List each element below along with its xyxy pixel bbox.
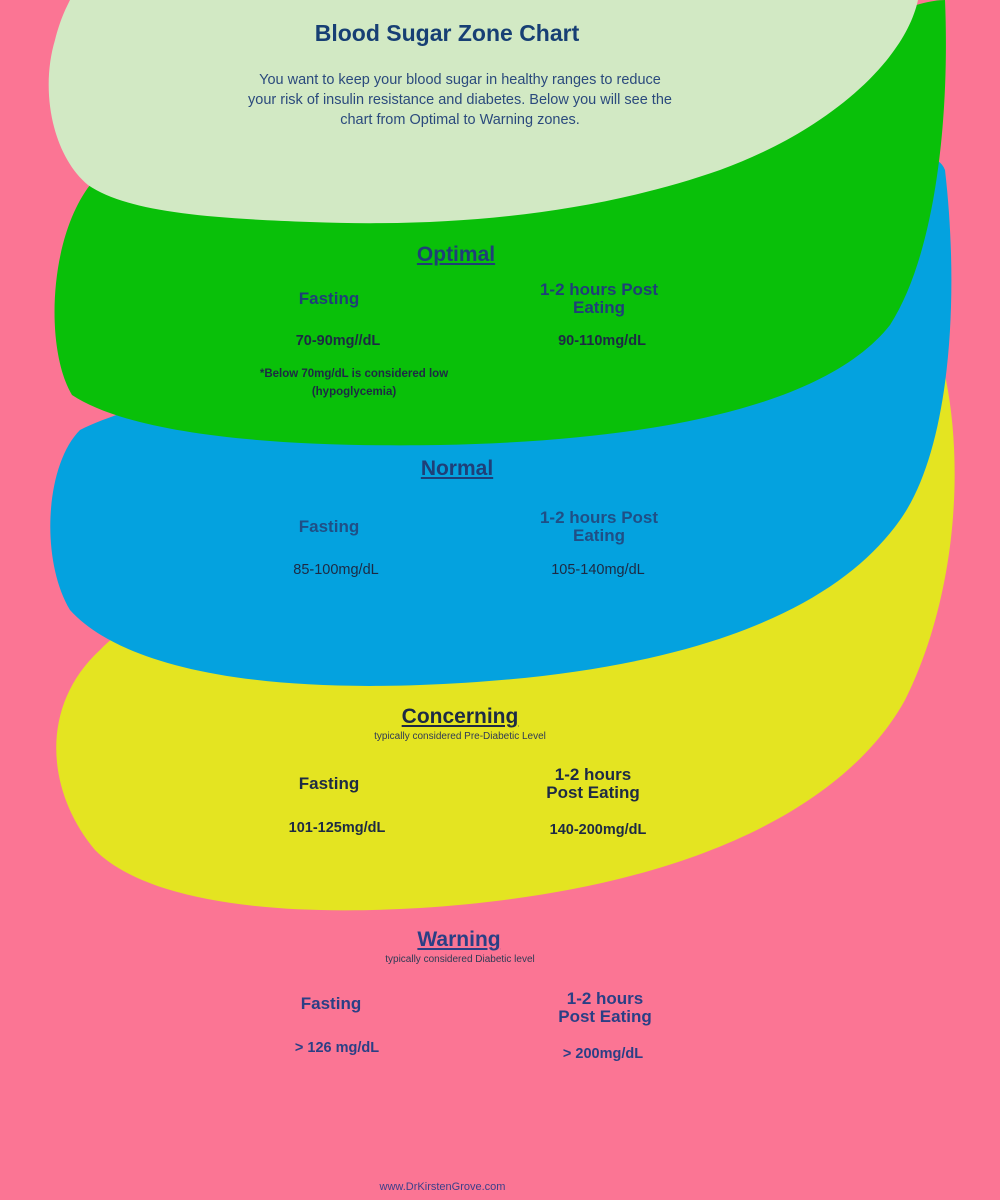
normal-post-value: 105-140mg/dL [551, 562, 645, 578]
warning-fasting-value: > 126 mg/dL [294, 1040, 380, 1056]
concerning-fasting-label: Fasting [298, 774, 360, 793]
warning-post-label: 1-2 hours Post Eating [558, 989, 652, 1026]
page-title: Blood Sugar Zone Chart [314, 20, 580, 46]
warning-subtitle: typically considered Diabetic level [385, 954, 535, 965]
optimal-fasting-value: 70-90mg//dL [295, 333, 381, 349]
warning-post-value: > 200mg/dL [562, 1046, 644, 1062]
optimal-fasting-label: Fasting [298, 289, 360, 308]
concerning-fasting-value: 101-125mg/dL [288, 820, 386, 836]
normal-fasting-label: Fasting [298, 517, 360, 536]
zone-title-normal: Normal [420, 457, 494, 480]
zone-title-warning: Warning [417, 928, 501, 951]
concerning-subtitle: typically considered Pre-Diabetic Level [374, 731, 546, 742]
zone-title-concerning: Concerning [401, 705, 519, 728]
header-blob [48, 0, 919, 224]
warning-fasting-label: Fasting [300, 994, 362, 1013]
optimal-post-value: 90-110mg/dL [558, 333, 646, 349]
normal-fasting-value: 85-100mg/dL [293, 562, 379, 578]
footer-website-link[interactable]: www.DrKirstenGrove.com [379, 1181, 506, 1193]
zone-title-optimal: Optimal [416, 243, 496, 266]
intro-text: You want to keep your blood sugar in hea… [248, 72, 672, 128]
concerning-post-value: 140-200mg/dL [549, 822, 647, 838]
normal-post-label: 1-2 hours Post Eating [539, 508, 659, 545]
optimal-post-label: 1-2 hours Post Eating [539, 280, 659, 317]
optimal-hypoglycemia-note: *Below 70mg/dL is considered low (hypogl… [259, 368, 449, 398]
concerning-post-label: 1-2 hours Post Eating [546, 765, 640, 802]
